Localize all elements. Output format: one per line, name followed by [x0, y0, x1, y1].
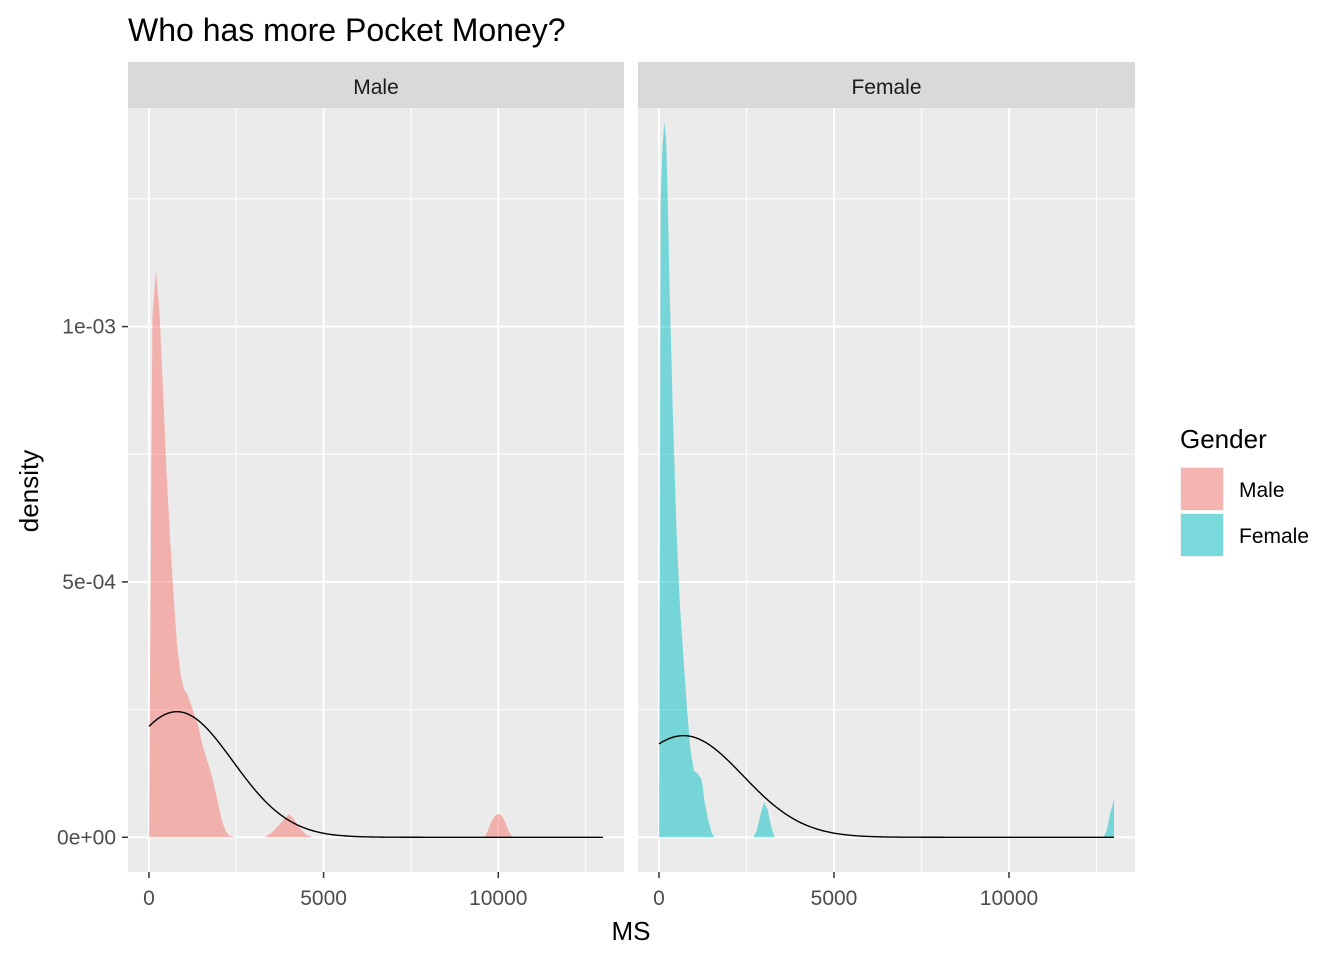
x-tick-label: 5000	[300, 887, 347, 910]
y-tick-label: 5e-04	[62, 571, 116, 594]
facet-strip	[128, 62, 624, 108]
x-tick-label: 10000	[469, 887, 527, 910]
legend-key-swatch	[1181, 468, 1223, 510]
facet-panels: Male 0 5000 10000 Female 0 5000 10000	[128, 62, 1135, 910]
panel-background	[638, 108, 1135, 872]
y-tick-label: 0e+00	[57, 826, 116, 849]
y-tick-label: 1e-03	[62, 316, 116, 339]
y-axis-title: density	[14, 450, 44, 532]
legend-item-female: Female	[1180, 513, 1309, 557]
facet-strip	[638, 62, 1135, 108]
legend-label: Female	[1239, 525, 1309, 548]
legend-items: Male Female	[1180, 467, 1309, 557]
density-area-male	[148, 270, 513, 838]
chart-title: Who has more Pocket Money?	[128, 12, 566, 48]
y-axis: 0e+00 5e-04 1e-03	[57, 316, 128, 849]
normal-curve-female	[658, 734, 1114, 838]
panel-background	[128, 108, 624, 872]
legend-label: Male	[1239, 479, 1285, 502]
legend-item-male: Male	[1180, 467, 1285, 511]
x-tick-label: 5000	[811, 887, 858, 910]
legend-key-swatch	[1181, 514, 1223, 556]
x-tick-label: 0	[143, 887, 155, 910]
facet-panel-male: Male 0 5000 10000	[128, 62, 624, 910]
normal-curve-male	[148, 710, 604, 838]
facet-panel-female: Female 0 5000 10000	[638, 62, 1135, 910]
facet-strip-label: Female	[851, 76, 921, 99]
x-tick-label: 0	[653, 887, 665, 910]
x-tick-label: 10000	[980, 887, 1038, 910]
facet-strip-label: Male	[353, 76, 399, 99]
legend-title: Gender	[1180, 424, 1267, 454]
x-axis-title: MS	[612, 916, 651, 946]
legend: Gender Male Female	[1180, 424, 1309, 557]
